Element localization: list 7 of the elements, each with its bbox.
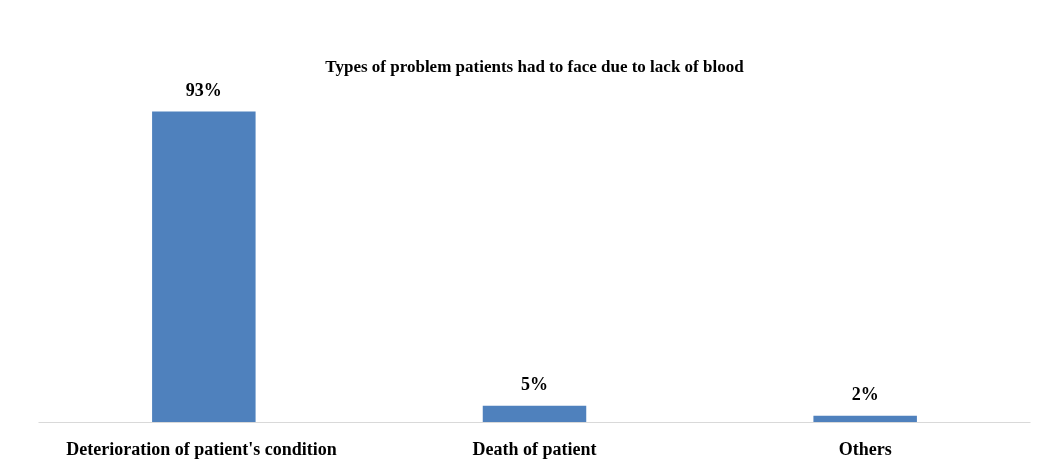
x-tick-label: Others (838, 438, 892, 459)
x-tick-label: Deterioration of patient's condition (66, 438, 337, 459)
data-label: 93% (185, 79, 222, 100)
data-label: 5% (521, 373, 548, 394)
data-label: 2% (851, 383, 879, 404)
x-tick-label: Death of patient (472, 438, 597, 459)
chart-title: Types of problem patients had to face due to lack of blood (325, 56, 745, 76)
